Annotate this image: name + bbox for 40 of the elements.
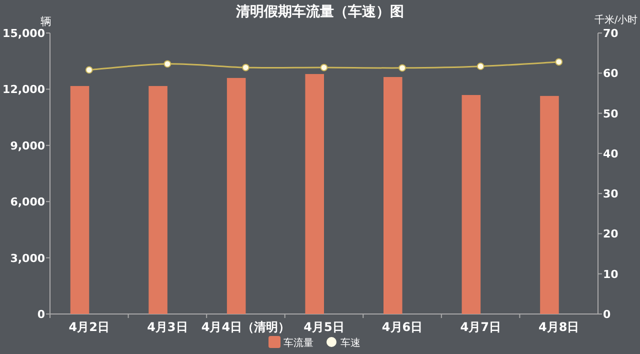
point: [555, 58, 563, 66]
x-tick-label: 4月8日: [538, 320, 580, 334]
bar: [305, 74, 324, 314]
bar: [70, 86, 90, 314]
point: [398, 64, 406, 72]
chart-title: 清明假期车流量（车速）图: [235, 3, 404, 20]
y2-tick-label: 30: [603, 188, 619, 201]
y-axis-title: 辆: [40, 15, 52, 28]
y-tick-label: 12,000: [2, 83, 46, 96]
bar: [540, 96, 559, 314]
y2-tick-label: 50: [603, 107, 619, 120]
legend-label: 车流量: [284, 337, 314, 349]
x-tick-label: 4月4日（清明）: [201, 320, 290, 334]
y2-axis-title: 千米/小时: [594, 14, 638, 26]
y2-tick-label: 0: [603, 308, 611, 321]
y2-tick-label: 70: [603, 27, 619, 40]
point: [476, 62, 484, 70]
y2-tick-label: 60: [603, 67, 619, 80]
bar: [226, 78, 246, 314]
y2-tick-label: 40: [603, 147, 619, 160]
x-tick-label: 4月2日: [68, 320, 110, 334]
y2-tick-label: 20: [603, 228, 619, 241]
x-tick-label: 4月5日: [304, 320, 344, 334]
point: [320, 64, 328, 72]
y-tick-label: 9,000: [10, 139, 46, 152]
y2-tick-label: 10: [603, 268, 619, 281]
x-tick-label: 4月3日: [147, 320, 188, 334]
legend-label: 车速: [340, 337, 360, 349]
y-tick-label: 15,000: [2, 27, 46, 40]
y-tick-label: 0: [37, 308, 46, 321]
x-tick-label: 4月7日: [460, 320, 501, 334]
point: [85, 66, 93, 74]
point: [164, 60, 172, 68]
y-tick-label: 3,000: [10, 252, 46, 265]
bar: [148, 86, 168, 314]
bar: [383, 77, 402, 314]
x-tick-label: 4月6日: [382, 320, 423, 334]
y-tick-label: 6,000: [10, 196, 46, 209]
bar: [462, 95, 481, 314]
point: [242, 64, 250, 72]
